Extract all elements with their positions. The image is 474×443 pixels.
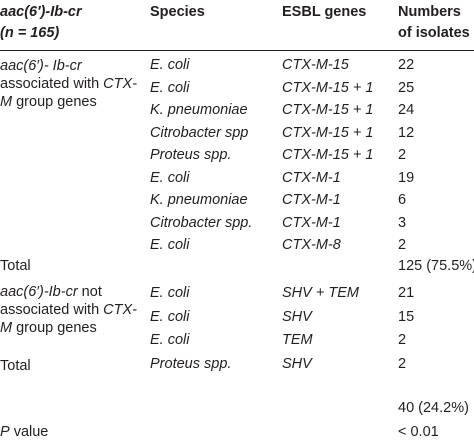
species-cell: Citrobacter spp <box>150 124 249 141</box>
esbl-gene-cell: CTX-M-15 + 1 <box>282 147 374 163</box>
esbl-gene-cell: TEM <box>282 332 313 348</box>
table-row: E. coli TEM 2 <box>0 329 474 351</box>
esbl-gene-cell: CTX-M-15 <box>282 57 349 73</box>
isolate-count-cell: 2 <box>398 237 407 253</box>
table-row: Citrobacter spp CTX-M-15 + 1 12 <box>0 122 474 144</box>
group2-total-value-row: 40 (24.2%) <box>0 397 474 419</box>
esbl-gene-cell: CTX-M-15 + 1 <box>282 102 374 118</box>
pvalue-label-p: P <box>0 424 10 440</box>
esbl-gene-cell: CTX-M-15 + 1 <box>282 124 374 141</box>
table-row: Proteus spp. SHV 2 <box>0 353 474 375</box>
group1-total-value: 125 (75.5%) <box>398 258 474 274</box>
group1-label-gene-name: aac(6′)- Ib-cr <box>0 58 82 74</box>
species-cell: E. coli <box>150 57 190 73</box>
group1-label-post: group genes <box>12 94 97 110</box>
species-cell: E. coli <box>150 332 190 348</box>
pvalue-label: P value <box>0 421 148 443</box>
esbl-gene-cell: CTX-M-1 <box>282 169 341 186</box>
table-row: E. coli CTX-M-8 2 <box>0 234 474 256</box>
table-row: E. coli CTX-M-1 19 <box>0 167 474 189</box>
group2-label: aac(6′)-Ib-cr not associated with CTX-M … <box>0 283 148 337</box>
isolate-count-cell: 12 <box>398 124 415 141</box>
species-cell: E. coli <box>150 308 190 325</box>
species-cell: Proteus spp. <box>150 355 232 372</box>
species-cell: E. coli <box>150 79 190 96</box>
isolate-count-cell: 3 <box>398 214 407 231</box>
species-cell: E. coli <box>150 237 190 253</box>
group2-total-row: Total <box>0 355 474 377</box>
header-col4-line1: Numbers <box>398 4 461 20</box>
group1-total-label: Total <box>0 258 31 274</box>
group2-total-label: Total <box>0 358 31 374</box>
species-cell: E. coli <box>150 285 190 301</box>
group2-total-value: 40 (24.2%) <box>398 400 469 416</box>
group1-label-mid: associated with <box>0 76 104 92</box>
table-row: Citrobacter spp. CTX-M-1 3 <box>0 212 474 234</box>
esbl-gene-cell: CTX-M-15 + 1 <box>282 79 374 96</box>
table-row: E. coli CTX-M-15 + 1 25 <box>0 77 474 99</box>
group2-label-mid: not associated with <box>0 284 104 318</box>
group1-label-ctxm: CTX-M <box>0 76 138 110</box>
group2-label-post: group genes <box>12 320 97 336</box>
table-row: K. pneumoniae CTX-M-15 + 1 24 <box>0 99 474 121</box>
isolate-count-cell: 22 <box>398 57 415 73</box>
header-col1-line1: aac(6′)-Ib-cr <box>0 4 82 20</box>
species-cell: K. pneumoniae <box>150 192 248 208</box>
table-row: K. pneumoniae CTX-M-1 6 <box>0 189 474 211</box>
table-row: E. coli SHV + TEM 21 <box>0 282 474 304</box>
isolate-count-cell: 24 <box>398 102 415 118</box>
isolate-count-cell: 15 <box>398 308 415 325</box>
header-number-of-isolates: Numbers of isolates <box>398 2 470 44</box>
esbl-gene-cell: CTX-M-1 <box>282 214 341 231</box>
species-cell: Proteus spp. <box>150 147 232 163</box>
esbl-gene-cell: SHV <box>282 308 312 325</box>
pvalue-row: P value < 0.01 <box>0 421 474 443</box>
isolate-count-cell: 2 <box>398 332 407 348</box>
pvalue-label-rest: value <box>9 424 49 440</box>
isolate-count-cell: 6 <box>398 192 407 208</box>
species-cell: K. pneumoniae <box>150 102 248 118</box>
esbl-gene-cell: SHV <box>282 355 312 372</box>
isolate-count-cell: 2 <box>398 355 407 372</box>
header-col1-line2: (n = 165) <box>0 25 60 41</box>
table-row: E. coli CTX-M-15 22 <box>0 54 474 76</box>
esbl-gene-cell: CTX-M-8 <box>282 237 341 253</box>
esbl-gene-cell: CTX-M-1 <box>282 192 341 208</box>
header-species: Species <box>150 4 205 20</box>
species-cell: Citrobacter spp. <box>150 214 253 231</box>
isolate-count-cell: 19 <box>398 169 415 186</box>
species-cell: E. coli <box>150 169 190 186</box>
isolate-count-cell: 21 <box>398 285 415 301</box>
group1-label: aac(6′)- Ib-cr associated with CTX-M gro… <box>0 57 148 111</box>
header-esbl-genes: ESBL genes <box>282 4 367 20</box>
header-col4-line2: of isolates <box>398 25 470 41</box>
isolate-count-cell: 25 <box>398 79 415 96</box>
pvalue-value: < 0.01 <box>398 424 439 440</box>
header-col1: aac(6′)-Ib-cr (n = 165) <box>0 2 82 44</box>
header-rule <box>0 50 474 51</box>
esbl-gene-cell: SHV + TEM <box>282 285 359 301</box>
group2-label-ctxm: CTX-M <box>0 302 138 336</box>
table-row: Proteus spp. CTX-M-15 + 1 2 <box>0 144 474 166</box>
group2-label-gene-name: aac(6′)-Ib-cr <box>0 284 78 300</box>
isolate-count-cell: 2 <box>398 147 407 163</box>
group1-total-row: Total 125 (75.5%) <box>0 255 474 277</box>
table-row: E. coli SHV 15 <box>0 306 474 328</box>
